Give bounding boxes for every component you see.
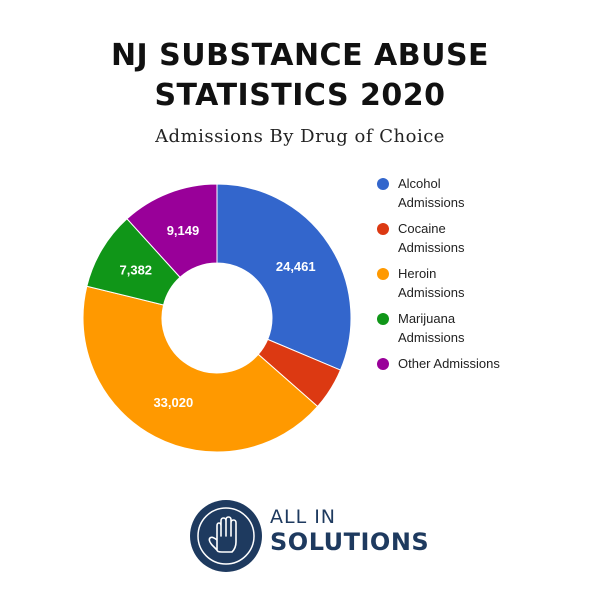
legend-marker [377,223,389,235]
slice-other-admissions [126,183,218,278]
title-line-1: NJ SUBSTANCE ABUSE [110,38,490,73]
legend-label: Other Admissions [398,356,500,371]
logo-text-line-1: ALL IN [270,506,337,528]
slice-alcohol-admissions [216,183,352,371]
legend-label: Marijuana [398,311,456,326]
legend-label: Cocaine [398,221,446,236]
title-line-2: STATISTICS 2020 [154,78,446,113]
legend-marker [377,313,389,325]
chart-subtitle: Admissions By Drug of Choice [155,126,445,147]
logo-text-line-2: SOLUTIONS [270,528,430,556]
legend-label: Admissions [398,330,465,345]
raised-hand-icon [190,500,262,572]
donut-chart: 24,461 33,020 7,382 9,149 Alcohol Admissions… [82,176,500,453]
legend-marker [377,178,389,190]
slice-label: 9,149 [167,223,200,238]
page-title: NJ SUBSTANCE ABUSE STATISTICS 2020 [0,36,600,116]
legend-label: Heroin [398,266,436,281]
legend-label: Admissions [398,285,465,300]
slice-heroin-admissions [82,285,319,453]
legend-label: Admissions [398,195,465,210]
legend-label: Alcohol [398,176,441,191]
slice-labels: 24,461 33,020 7,382 9,149 [120,223,316,410]
legend-label: Admissions [398,240,465,255]
legend-marker [377,358,389,370]
chart-legend: Alcohol Admissions Cocaine Admissions Heroin… [377,176,500,371]
slice-label: 24,461 [276,259,316,274]
slice-label: 33,020 [153,395,193,410]
donut-slices [82,183,352,453]
slice-label: 7,382 [120,263,153,278]
legend-marker [377,268,389,280]
